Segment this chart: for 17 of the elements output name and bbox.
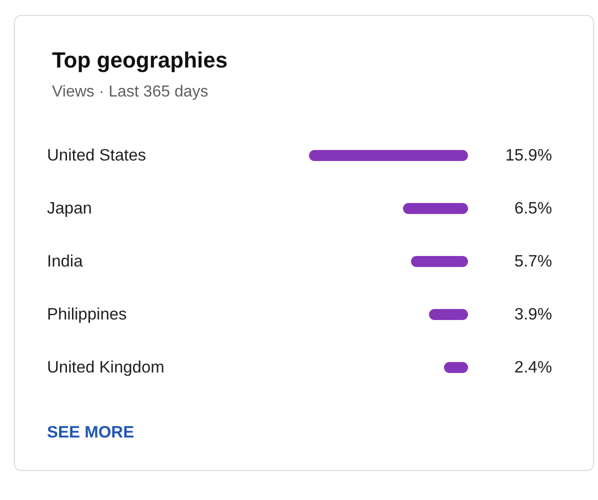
y-tick-label: Japan: [47, 200, 92, 218]
data-label: 15.9%: [505, 146, 552, 164]
text: SEE MORE: [47, 424, 134, 442]
bar: [309, 150, 468, 161]
text: Views · Last 365 days: [52, 84, 208, 100]
data-label: 6.5%: [514, 200, 552, 218]
data-label: 3.9%: [514, 306, 552, 324]
y-tick-label: United Kingdom: [47, 358, 164, 376]
y-tick-label: India: [47, 252, 84, 270]
bar: [403, 203, 468, 214]
y-tick-label: Philippines: [47, 306, 127, 324]
y-tick-label: United States: [47, 146, 146, 164]
bar: [429, 309, 468, 320]
data-label: 2.4%: [514, 358, 552, 376]
chart-title: Top geographies: [52, 48, 228, 72]
bar: [411, 256, 468, 267]
data-label: 5.7%: [514, 252, 552, 270]
